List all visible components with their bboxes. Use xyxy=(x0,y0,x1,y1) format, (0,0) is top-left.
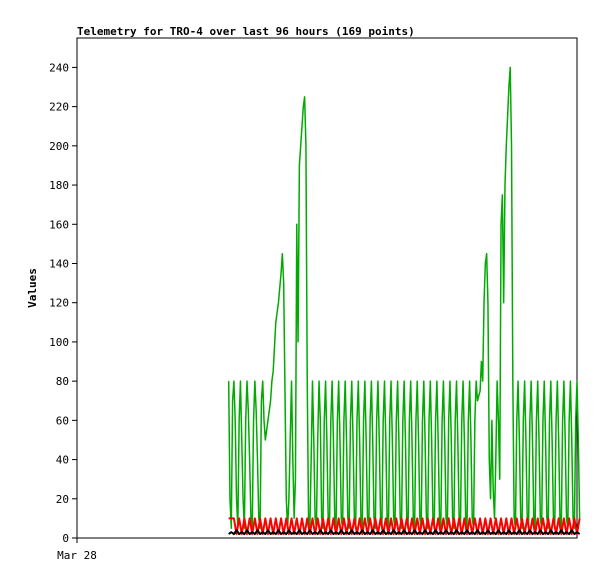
chart-title: Telemetry for TRO-4 over last 96 hours (… xyxy=(77,25,415,38)
y-tick-label: 20 xyxy=(56,493,69,506)
y-axis: 0 20 40 60 80 100 120 140 160 180 200 220 240 xyxy=(49,61,77,545)
series-green-line xyxy=(227,66,581,529)
y-tick-label: 80 xyxy=(56,375,69,388)
y-tick-label: 240 xyxy=(49,61,69,74)
y-tick-label: 40 xyxy=(56,454,69,467)
y-axis-label: Values xyxy=(26,268,39,308)
x-tick-label: Mar 28 xyxy=(57,549,97,562)
y-tick-label: 120 xyxy=(49,297,69,310)
y-tick-label: 200 xyxy=(49,140,69,153)
y-tick-label: 140 xyxy=(49,257,69,270)
y-tick-label: 100 xyxy=(49,336,69,349)
y-tick-label: 180 xyxy=(49,179,69,192)
y-tick-label: 60 xyxy=(56,414,69,427)
x-axis: Mar 28 xyxy=(57,538,97,562)
series-lines xyxy=(227,66,581,536)
series-red-line xyxy=(228,517,581,536)
series-black-line xyxy=(228,529,581,536)
y-tick-label: 160 xyxy=(49,218,69,231)
y-tick-label: 220 xyxy=(49,101,69,114)
y-tick-label: 0 xyxy=(62,532,69,545)
